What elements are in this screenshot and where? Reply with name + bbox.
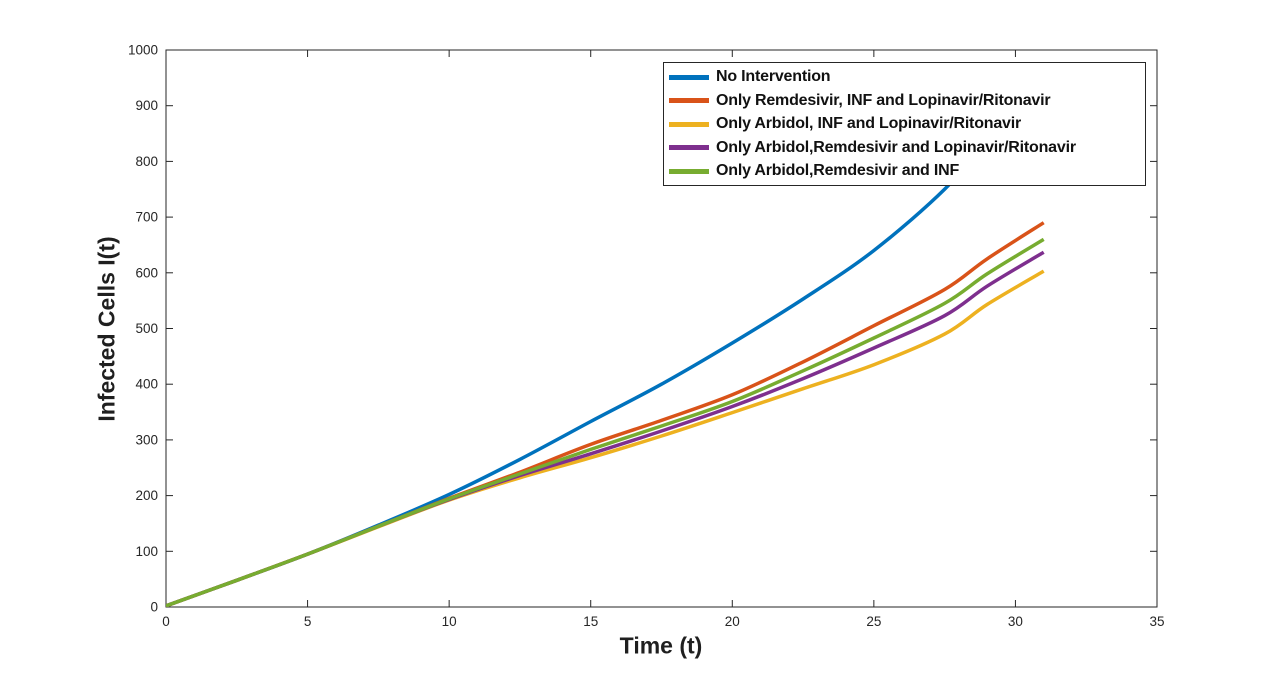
x-tick-label: 20: [725, 614, 740, 629]
legend-item-label: Only Arbidol,Remdesivir and Lopinavir/Ri…: [716, 138, 1076, 156]
series-line: [166, 237, 1045, 607]
legend-item-label: Only Remdesivir, INF and Lopinavir/Riton…: [716, 91, 1051, 109]
x-tick-label: 0: [162, 614, 170, 629]
y-axis-label: Infected Cells I(t): [93, 236, 120, 422]
legend-swatch-line: [669, 145, 709, 150]
y-tick-label: 0: [150, 600, 158, 615]
y-tick-label: 500: [135, 321, 158, 336]
x-tick-label: 10: [442, 614, 457, 629]
y-tick-label: 200: [135, 488, 158, 503]
legend-item: Only Arbidol, INF and Lopinavir/Ritonavi…: [669, 113, 1145, 136]
x-tick-label: 35: [1149, 614, 1164, 629]
legend-item-label: Only Arbidol,Remdesivir and INF: [716, 162, 960, 179]
x-tick-label: 5: [304, 614, 312, 629]
y-tick-label: 400: [135, 377, 158, 392]
legend-item-label: No Intervention: [716, 68, 831, 85]
y-tick-label: 1000: [128, 43, 158, 58]
legend-swatch-line: [669, 121, 709, 127]
legend-item: Only Remdesivir, INF and Lopinavir/Riton…: [669, 89, 1145, 112]
y-tick-label: 100: [135, 544, 158, 559]
y-tick-label: 900: [135, 98, 158, 113]
x-tick-label: 30: [1008, 614, 1023, 629]
legend: No Intervention Only Remdesivir, INF and …: [663, 62, 1146, 186]
legend-item: Only Arbidol,Remdesivir and Lopinavir/Ri…: [669, 136, 1145, 159]
y-tick-label: 300: [135, 432, 158, 447]
legend-item-label: Only Arbidol, INF and Lopinavir/Ritonavi…: [716, 115, 1022, 132]
legend-item: Only Arbidol,Remdesivir and INF: [669, 160, 1145, 183]
y-tick-label: 600: [135, 265, 158, 280]
legend-item: No Intervention: [669, 66, 1145, 89]
y-tick-label: 800: [135, 154, 158, 169]
x-tick-label: 15: [583, 614, 598, 629]
x-axis-label: Time (t): [619, 632, 703, 659]
legend-swatch-line: [669, 74, 709, 80]
legend-swatch-line: [669, 98, 709, 103]
x-tick-label: 25: [866, 614, 881, 629]
legend-swatch-line: [669, 168, 709, 174]
y-tick-label: 700: [135, 210, 158, 225]
